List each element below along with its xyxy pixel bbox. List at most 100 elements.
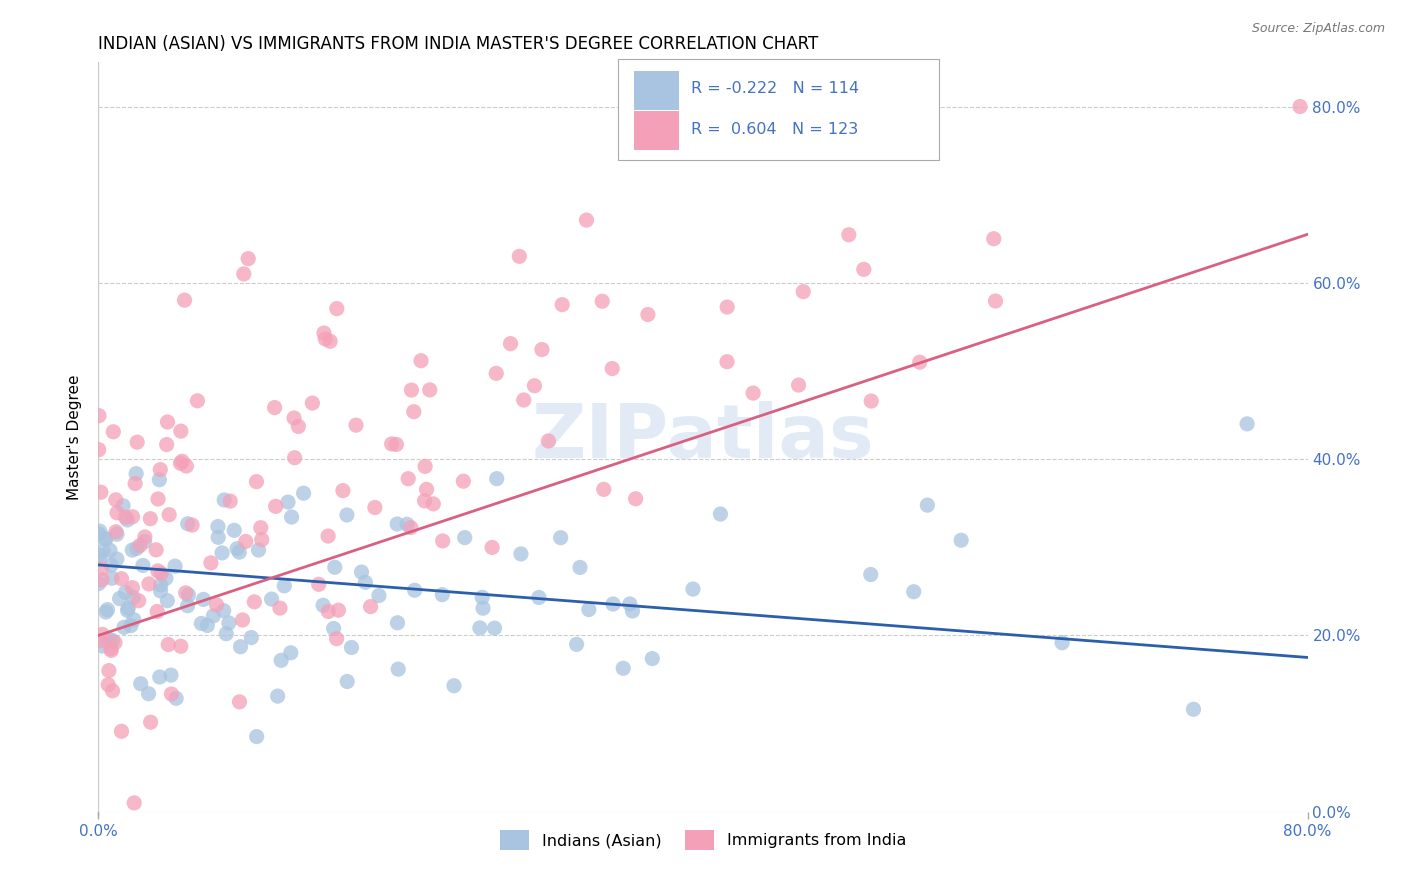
Point bbox=[96, 602, 118, 616]
Point bbox=[139, 715, 162, 730]
Point bbox=[121, 543, 143, 558]
Point bbox=[89, 633, 111, 648]
Point bbox=[367, 589, 389, 603]
Point bbox=[156, 593, 179, 607]
Point bbox=[101, 571, 124, 585]
Point bbox=[312, 326, 335, 340]
Point bbox=[624, 491, 647, 506]
Point bbox=[569, 560, 592, 574]
Point bbox=[157, 638, 180, 652]
Point bbox=[110, 724, 132, 739]
Point bbox=[117, 601, 139, 615]
Point bbox=[246, 730, 269, 744]
Point bbox=[344, 418, 367, 433]
Point bbox=[146, 564, 169, 578]
Point bbox=[149, 578, 172, 592]
Point bbox=[709, 507, 731, 521]
Text: INDIAN (ASIAN) VS IMMIGRANTS FROM INDIA MASTER'S DEGREE CORRELATION CHART: INDIAN (ASIAN) VS IMMIGRANTS FROM INDIA … bbox=[98, 35, 818, 53]
Point bbox=[94, 532, 117, 546]
Point bbox=[263, 401, 285, 415]
Point bbox=[249, 521, 271, 535]
Point bbox=[104, 635, 127, 649]
Point bbox=[132, 558, 155, 573]
Point bbox=[245, 475, 267, 489]
Point bbox=[104, 492, 127, 507]
Point bbox=[354, 575, 377, 590]
Point bbox=[112, 499, 135, 513]
Point bbox=[149, 670, 172, 684]
Point bbox=[983, 232, 1005, 246]
Point bbox=[127, 435, 149, 450]
Point bbox=[87, 576, 110, 591]
Point bbox=[121, 509, 143, 524]
Point bbox=[530, 343, 553, 357]
Point bbox=[859, 567, 882, 582]
Point bbox=[103, 425, 125, 439]
Point bbox=[207, 519, 229, 533]
Point bbox=[454, 531, 477, 545]
Point bbox=[350, 565, 373, 579]
Point bbox=[100, 558, 122, 572]
Point bbox=[247, 543, 270, 558]
Text: Source: ZipAtlas.com: Source: ZipAtlas.com bbox=[1251, 22, 1385, 36]
Point bbox=[177, 516, 200, 531]
Point bbox=[485, 367, 508, 381]
Point bbox=[138, 577, 160, 591]
Point bbox=[360, 599, 382, 614]
Point bbox=[87, 442, 110, 457]
Point bbox=[238, 252, 260, 266]
Point bbox=[90, 562, 112, 576]
Legend: Indians (Asian), Immigrants from India: Indians (Asian), Immigrants from India bbox=[494, 824, 912, 856]
Point bbox=[218, 615, 240, 630]
Point bbox=[105, 527, 128, 541]
Point bbox=[485, 472, 508, 486]
Point bbox=[150, 566, 173, 581]
Point bbox=[385, 516, 408, 531]
Point bbox=[101, 683, 124, 698]
Point bbox=[121, 581, 143, 595]
Y-axis label: Master's Degree: Master's Degree bbox=[67, 375, 83, 500]
Point bbox=[641, 651, 664, 665]
Point bbox=[301, 396, 323, 410]
Point bbox=[409, 353, 432, 368]
Point bbox=[89, 524, 111, 538]
Point bbox=[228, 545, 250, 559]
Point bbox=[619, 597, 641, 611]
Point bbox=[404, 583, 426, 598]
Point bbox=[578, 602, 600, 616]
Point bbox=[1289, 99, 1312, 113]
Point bbox=[243, 595, 266, 609]
Point bbox=[205, 598, 228, 612]
Point bbox=[170, 640, 193, 654]
Point bbox=[128, 594, 150, 608]
Point bbox=[174, 586, 197, 600]
Point bbox=[134, 534, 156, 549]
Point bbox=[195, 618, 218, 632]
Point bbox=[157, 508, 180, 522]
Point bbox=[550, 531, 572, 545]
Point bbox=[100, 641, 122, 656]
Point bbox=[91, 544, 114, 558]
Point bbox=[950, 533, 973, 548]
Point bbox=[387, 615, 409, 630]
Point bbox=[90, 485, 112, 500]
Point bbox=[312, 599, 335, 613]
Point bbox=[269, 601, 291, 615]
Point bbox=[432, 533, 454, 548]
Point bbox=[537, 434, 560, 448]
Point bbox=[742, 386, 765, 401]
Point bbox=[637, 308, 659, 322]
Point bbox=[322, 622, 344, 636]
Point bbox=[155, 571, 177, 585]
Point bbox=[139, 512, 162, 526]
Point bbox=[212, 493, 235, 508]
Point bbox=[453, 474, 475, 488]
Point bbox=[860, 394, 883, 409]
Point bbox=[917, 498, 939, 512]
Point bbox=[336, 674, 359, 689]
Point bbox=[108, 591, 131, 606]
Point bbox=[149, 462, 172, 476]
Point bbox=[124, 476, 146, 491]
Point bbox=[280, 646, 302, 660]
Point bbox=[443, 679, 465, 693]
